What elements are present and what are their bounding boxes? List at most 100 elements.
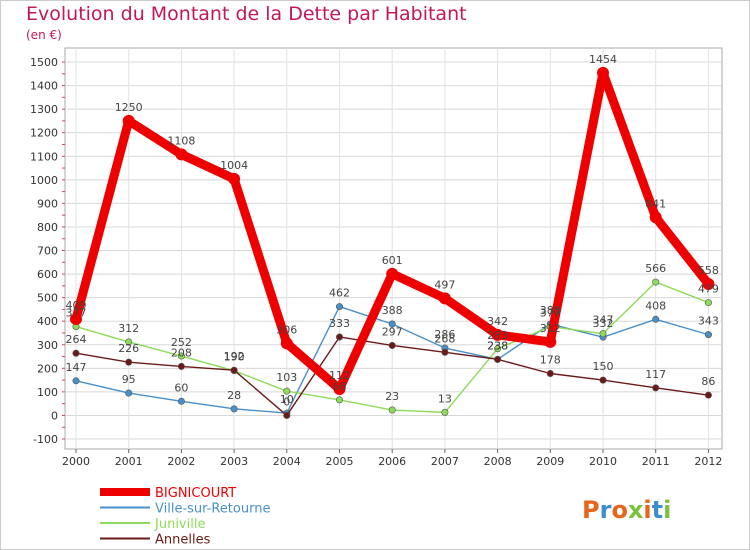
data-point — [230, 366, 238, 374]
y-tick-label: 700 — [37, 245, 58, 258]
data-point — [441, 408, 449, 416]
x-tick-label: 2003 — [220, 455, 248, 468]
legend-label: Juniville — [154, 517, 205, 532]
unit-label: (en €) — [26, 28, 62, 42]
data-label: 841 — [645, 197, 666, 210]
y-tick-label: 800 — [37, 221, 58, 234]
data-label: 190 — [224, 351, 245, 364]
y-tick-label: 100 — [37, 386, 58, 399]
legend-label: BIGNICOURT — [155, 486, 236, 501]
data-label: 103 — [276, 371, 297, 384]
data-point — [177, 397, 185, 405]
y-tick-label: 1300 — [30, 103, 58, 116]
data-label: 312 — [118, 322, 139, 335]
y-tick-label: 1500 — [30, 56, 58, 69]
data-point — [649, 211, 662, 224]
y-tick-label: 1000 — [30, 174, 58, 187]
legend: BIGNICOURTVille-sur-RetourneJunivilleAnn… — [100, 486, 270, 548]
brand-text: Proxiti — [582, 496, 671, 524]
y-tick-label: -100 — [33, 433, 58, 446]
x-tick-label: 2004 — [273, 455, 301, 468]
data-point — [544, 335, 557, 348]
data-point — [388, 406, 396, 414]
data-label: 13 — [438, 392, 452, 405]
data-point — [72, 377, 80, 385]
data-point — [230, 405, 238, 413]
x-tick-label: 2009 — [536, 455, 564, 468]
data-point — [122, 114, 135, 127]
data-point — [70, 313, 82, 326]
data-point — [280, 337, 293, 350]
data-label: 377 — [540, 307, 561, 320]
data-point — [494, 345, 502, 353]
data-point — [546, 369, 554, 377]
data-point — [177, 362, 185, 370]
data-label: 192 — [224, 350, 245, 363]
x-tick-label: 2008 — [484, 455, 512, 468]
data-point — [597, 66, 609, 79]
data-label: 1250 — [115, 101, 143, 114]
data-point — [177, 352, 185, 360]
data-label: 238 — [487, 339, 508, 352]
y-tick-label: 500 — [37, 292, 58, 305]
y-tick-label: 0 — [51, 409, 58, 422]
x-tick-label: 2012 — [694, 455, 722, 468]
data-label: 566 — [645, 262, 666, 275]
data-point — [388, 320, 396, 328]
data-point — [704, 299, 712, 307]
data-label: 306 — [276, 323, 297, 336]
data-point — [335, 303, 343, 311]
data-label: 1454 — [589, 53, 617, 66]
data-label: 377 — [66, 307, 87, 320]
x-tick-label: 2001 — [115, 455, 143, 468]
data-point — [494, 355, 502, 363]
data-label: 226 — [118, 342, 139, 355]
data-label: 388 — [382, 304, 403, 317]
data-point — [704, 331, 712, 339]
chart-title: Evolution du Montant de la Dette par Hab… — [26, 3, 467, 25]
x-tick-label: 2010 — [589, 455, 617, 468]
data-label: 10 — [280, 393, 294, 406]
data-point — [652, 315, 660, 323]
data-label: 150 — [593, 360, 614, 373]
data-label: 28 — [227, 389, 241, 402]
data-label: 238 — [487, 339, 508, 352]
data-label: 312 — [540, 322, 561, 335]
data-point — [335, 333, 343, 341]
y-tick-label: 1200 — [30, 127, 58, 140]
data-point — [652, 384, 660, 392]
data-label: 462 — [329, 287, 350, 300]
x-tick-label: 2006 — [378, 455, 406, 468]
data-point — [228, 172, 241, 185]
data-point — [599, 330, 607, 338]
data-label: 601 — [382, 254, 403, 267]
x-tick-label: 2005 — [326, 455, 354, 468]
data-label: 60 — [174, 381, 188, 394]
plot-background — [64, 47, 723, 450]
data-label: 147 — [66, 361, 87, 374]
data-label: 347 — [593, 314, 614, 327]
data-label: 497 — [434, 278, 455, 291]
data-label: 86 — [701, 375, 715, 388]
data-point — [125, 338, 133, 346]
data-point — [72, 349, 80, 357]
data-label: 264 — [66, 333, 87, 346]
data-label: 343 — [698, 315, 719, 328]
data-point — [125, 389, 133, 397]
y-tick-label: 400 — [37, 315, 58, 328]
plot-area: -100010020030040050060070080090010001100… — [30, 47, 723, 468]
y-tick-label: 600 — [37, 268, 58, 281]
data-label: 268 — [434, 332, 455, 345]
data-label: 252 — [171, 336, 192, 349]
data-label: 409 — [66, 299, 87, 312]
data-label: 283 — [487, 329, 508, 342]
data-point — [599, 376, 607, 384]
data-point — [333, 383, 346, 396]
legend-label: Ville-sur-Retourne — [155, 502, 270, 517]
data-label: 333 — [329, 317, 350, 330]
data-point — [125, 358, 133, 366]
data-label: 388 — [540, 304, 561, 317]
data-label: 178 — [540, 353, 561, 366]
